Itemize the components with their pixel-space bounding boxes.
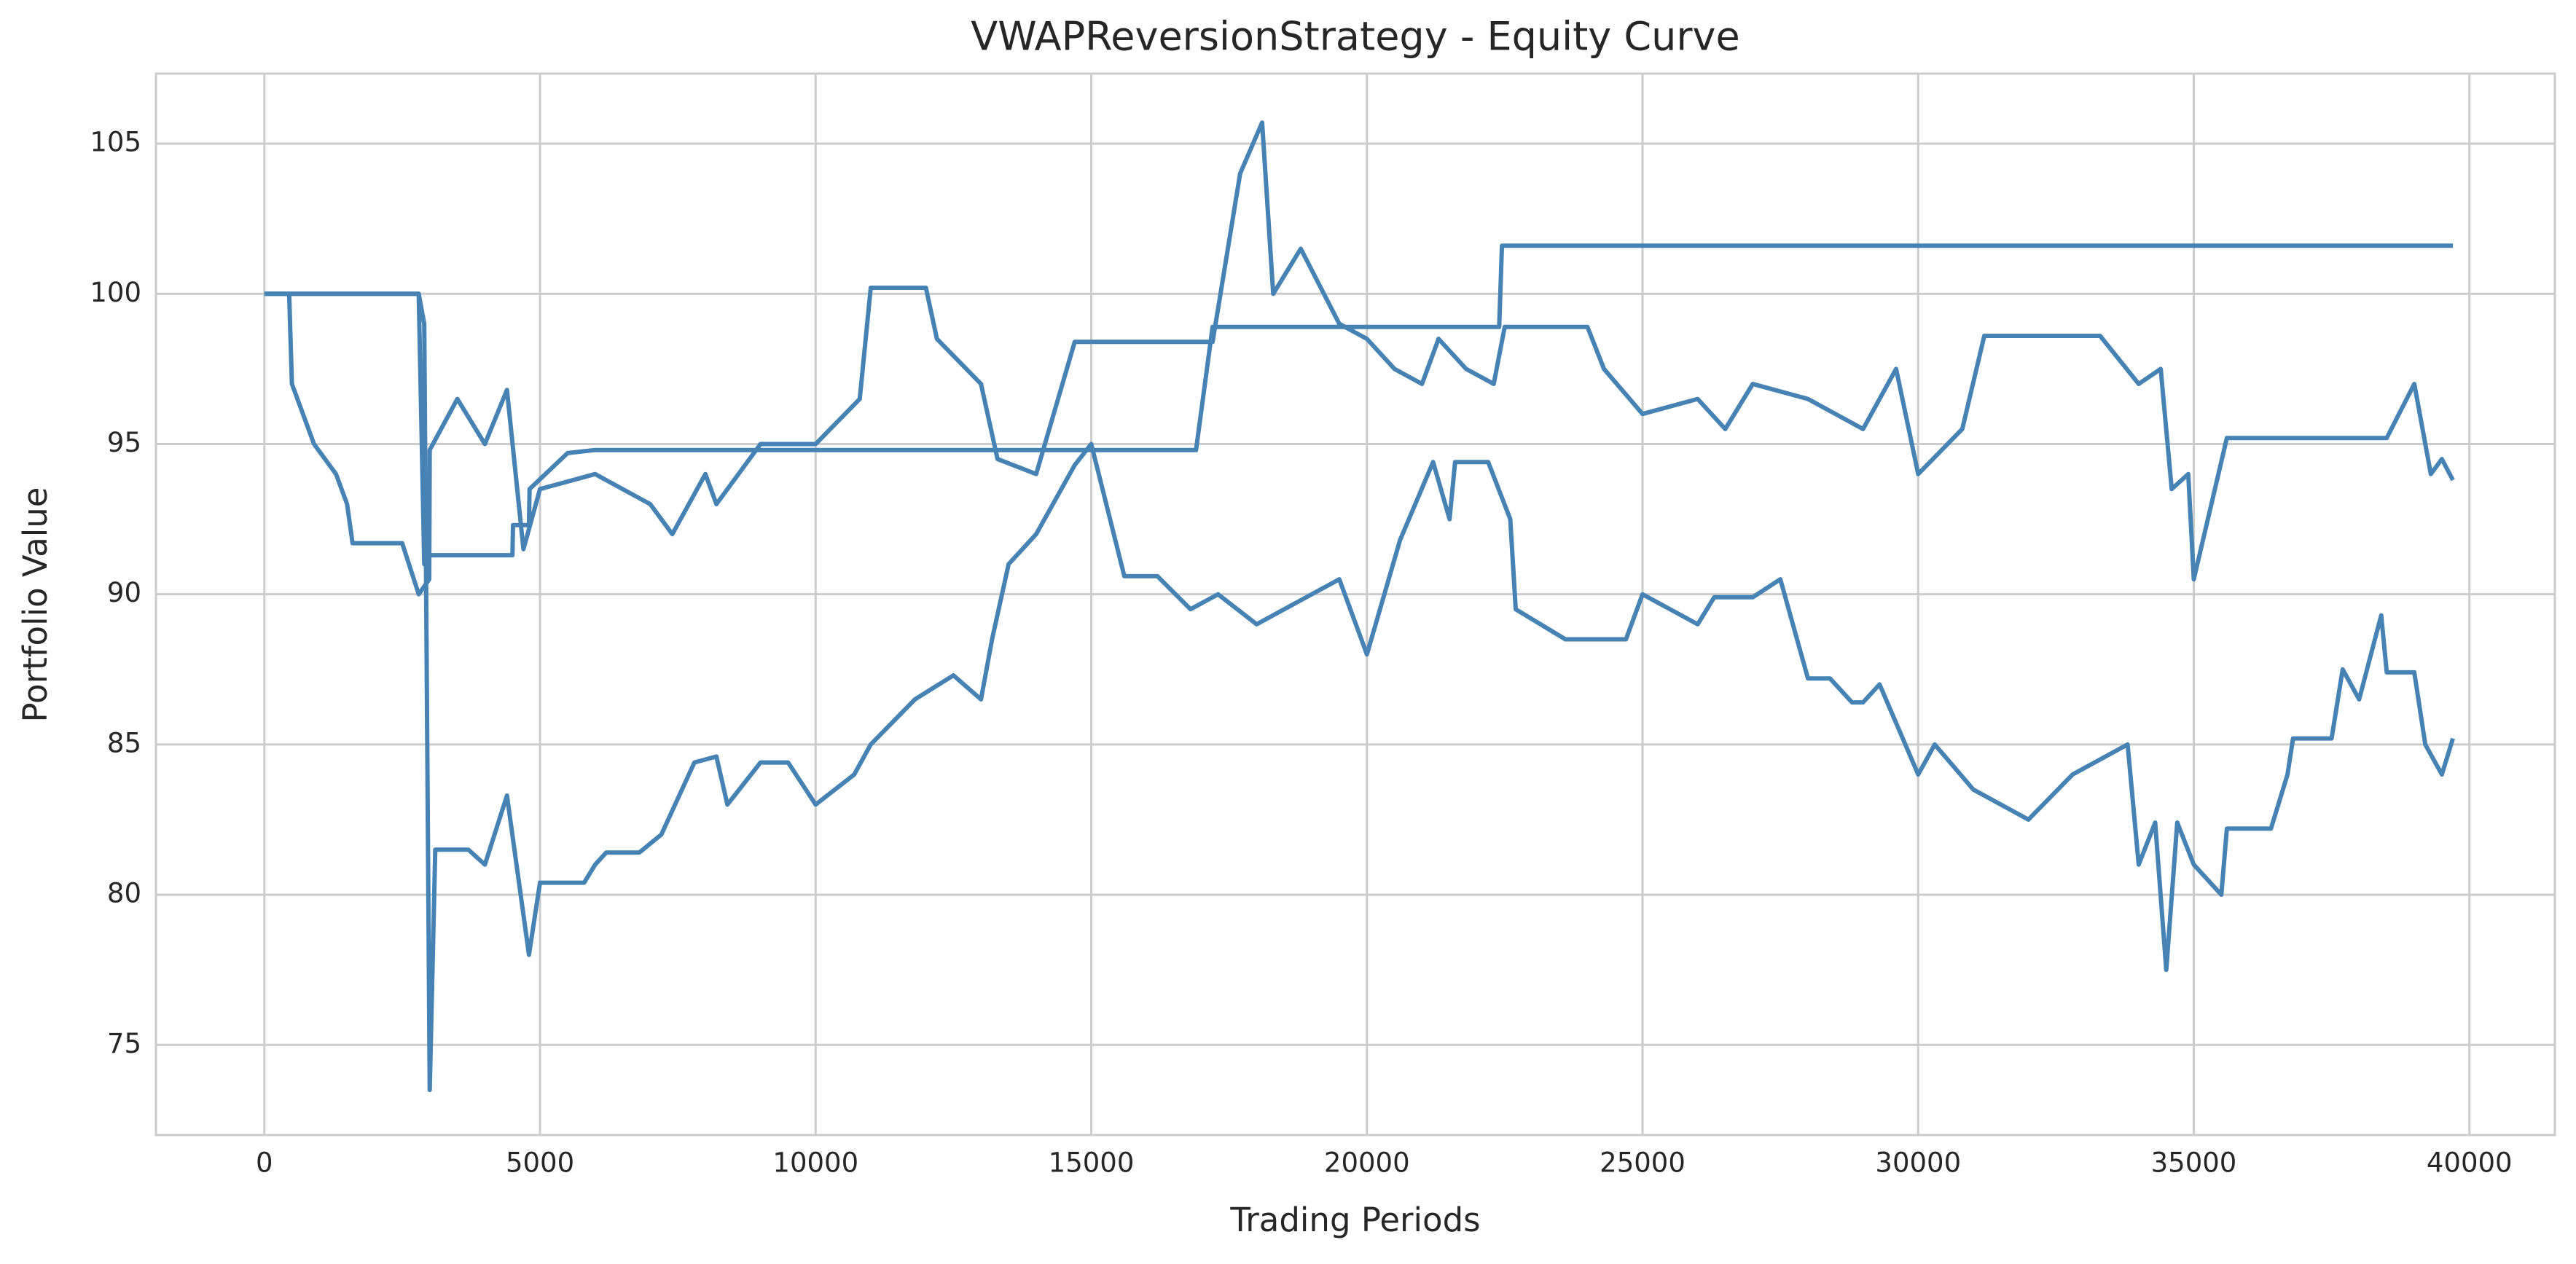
chart-title: VWAPReversionStrategy - Equity Curve <box>971 14 1739 60</box>
x-tick-label: 15000 <box>1049 1147 1135 1179</box>
plot-frame <box>154 72 2556 1137</box>
y-tick-label: 90 <box>107 577 141 608</box>
x-tick-label: 30000 <box>1875 1147 1961 1179</box>
equity-line <box>264 291 2455 1093</box>
x-tick-label: 25000 <box>1600 1147 1686 1179</box>
y-tick-label: 105 <box>90 127 141 158</box>
equity-line <box>264 120 2455 597</box>
y-tick-label: 75 <box>107 1028 141 1059</box>
x-tick-label: 5000 <box>506 1147 574 1179</box>
x-tick-label: 0 <box>256 1147 273 1179</box>
y-tick-label: 85 <box>107 727 141 758</box>
x-tick-label: 20000 <box>1324 1147 1410 1179</box>
y-tick-label: 100 <box>90 277 141 308</box>
x-tick-label: 35000 <box>2151 1147 2237 1179</box>
x-axis-label: Trading Periods <box>1229 1201 1480 1239</box>
y-axis-label: Portfolio Value <box>16 487 55 723</box>
x-tick-label: 40000 <box>2427 1147 2513 1179</box>
y-tick-label: 80 <box>107 878 141 909</box>
x-tick-label: 10000 <box>772 1147 858 1179</box>
y-tick-label: 95 <box>107 427 141 458</box>
